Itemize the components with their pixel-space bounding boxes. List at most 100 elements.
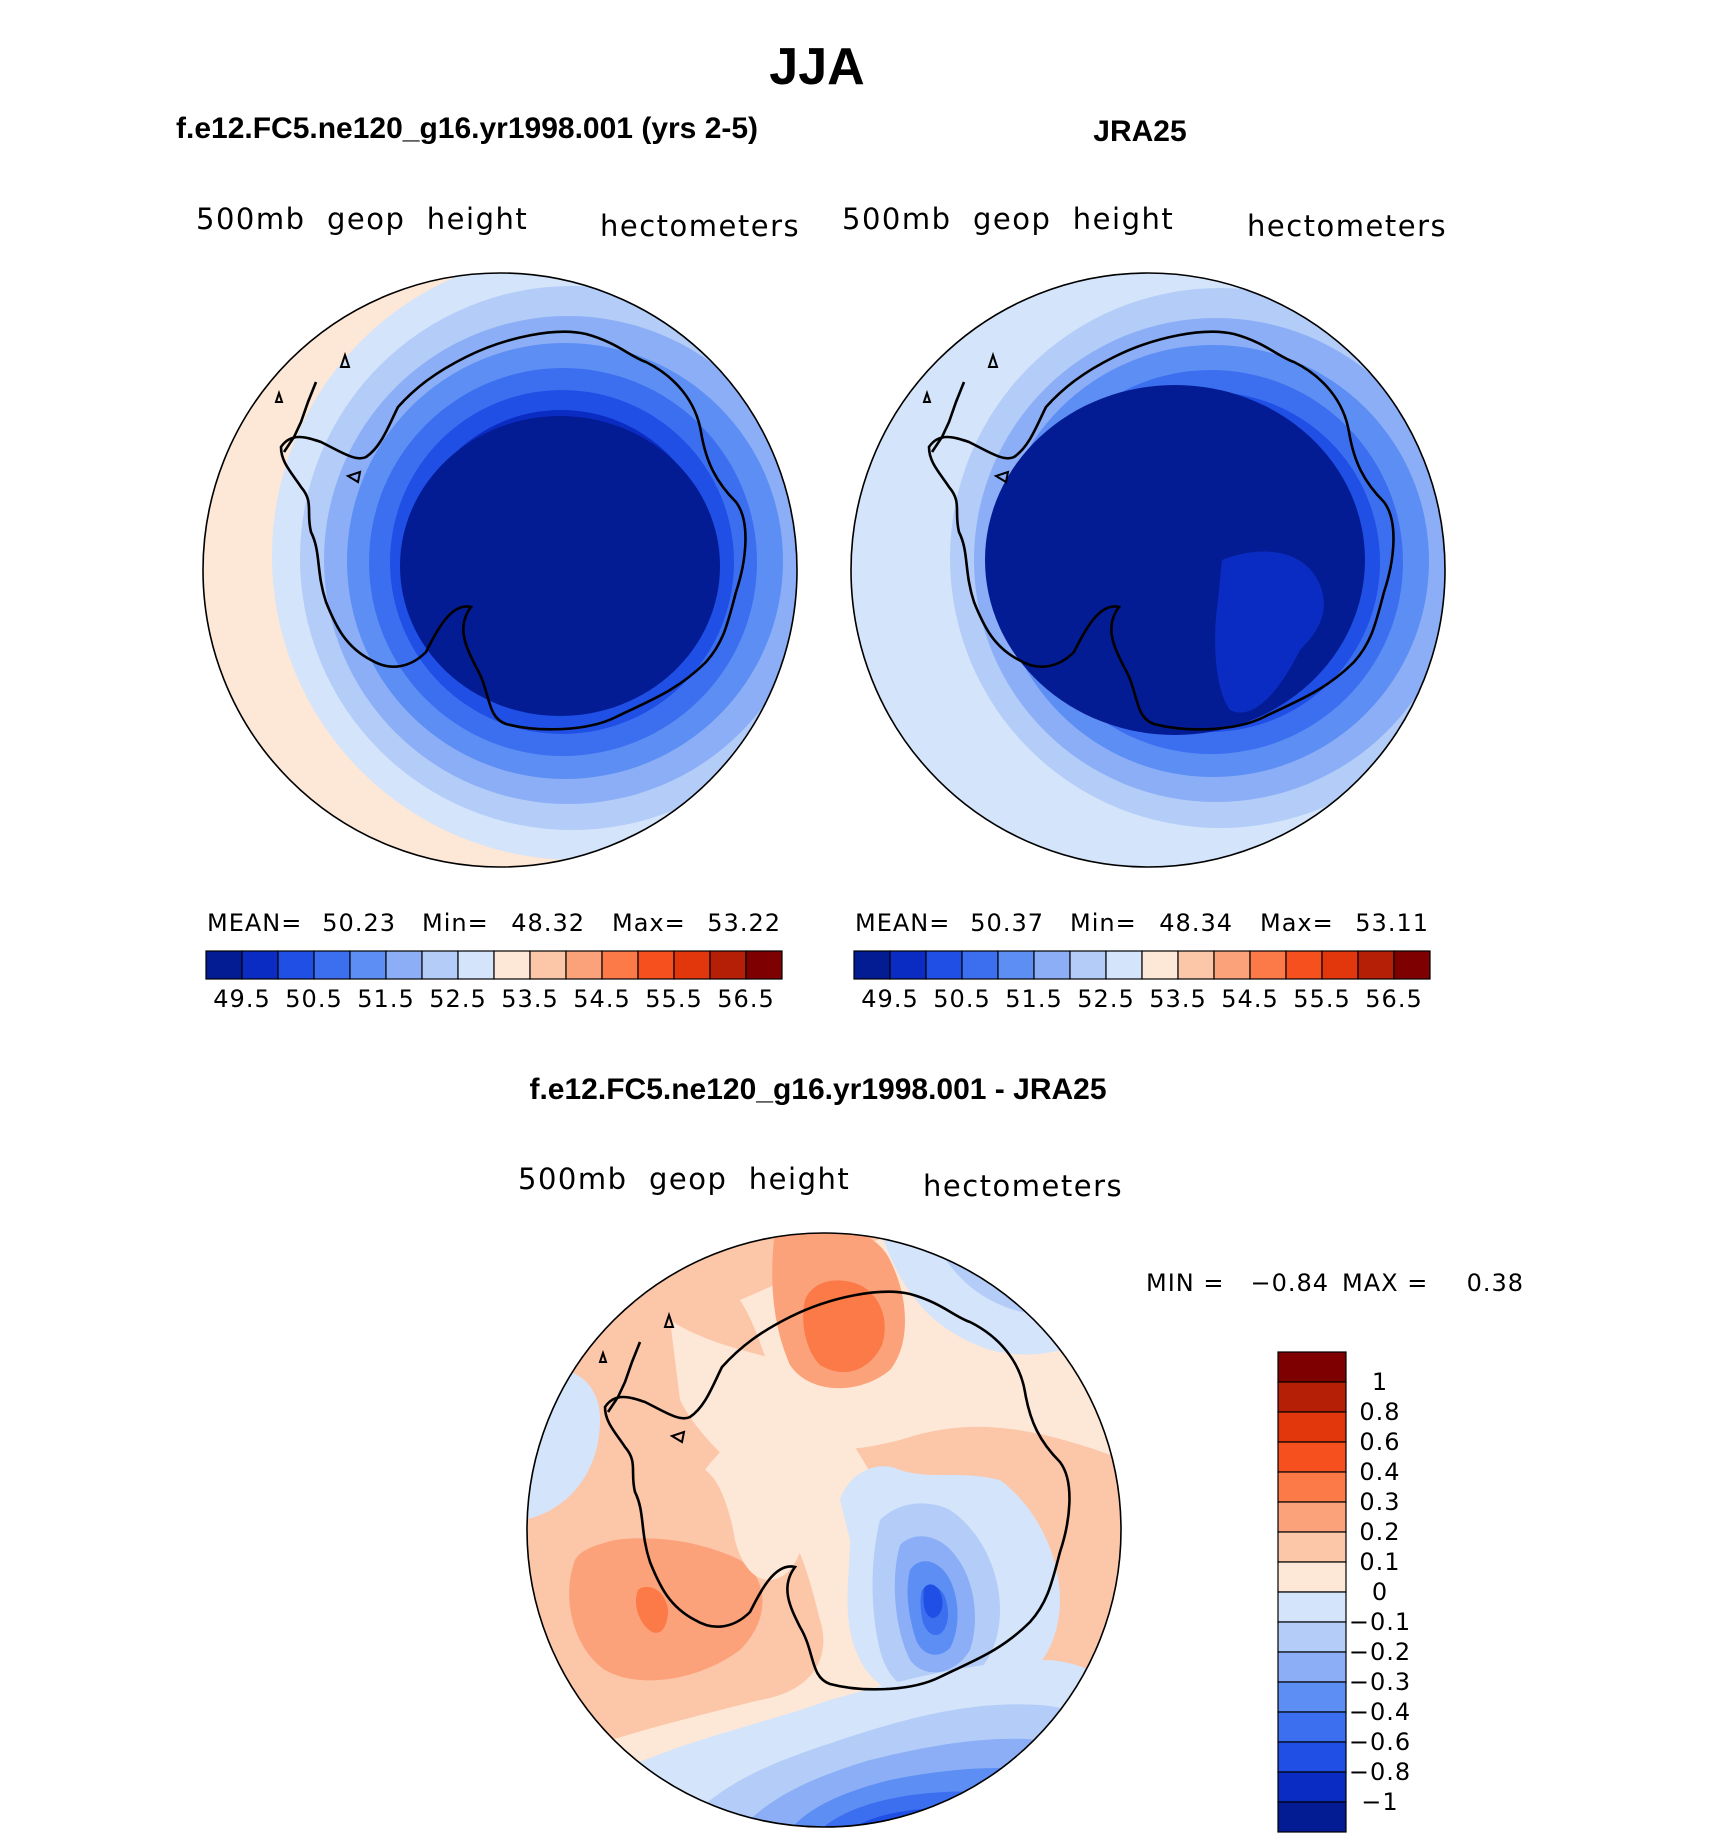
colorbar-box — [1069, 950, 1107, 980]
figure-title: JJA — [769, 38, 864, 96]
colorbar-box — [1277, 1381, 1347, 1413]
colorbar-box — [385, 950, 423, 980]
panel-c-min-value: −0.84 — [1250, 1269, 1329, 1297]
colorbar-tick-label: 52.5 — [1077, 985, 1134, 1013]
colorbar-tick-label: 50.5 — [933, 985, 990, 1013]
colorbar-box — [457, 950, 495, 980]
colorbar-box — [1141, 950, 1179, 980]
colorbar-tick-label: −0.6 — [1349, 1728, 1411, 1756]
colorbar-tick-label: 0.6 — [1359, 1428, 1400, 1456]
colorbar-box — [745, 950, 783, 980]
panel-a-max-label: Max= — [612, 909, 686, 937]
panel-a-variable: 500mb geop height — [196, 202, 528, 236]
panel-a-min-value: 48.32 — [511, 909, 585, 937]
colorbar-tick-label: 0.4 — [1359, 1458, 1400, 1486]
colorbar-box — [1277, 1561, 1347, 1593]
colorbar-tick-label: 54.5 — [573, 985, 630, 1013]
colorbar-tick-label: −0.1 — [1349, 1608, 1411, 1636]
colorbar-box — [1277, 1351, 1347, 1383]
colorbar-box — [709, 950, 747, 980]
colorbar-box — [601, 950, 639, 980]
colorbar-tick-label: −0.8 — [1349, 1758, 1411, 1786]
colorbar-box — [1033, 950, 1071, 980]
panel-c-max-label: MAX = — [1342, 1269, 1428, 1297]
panel-a-mean-value: 50.23 — [322, 909, 396, 937]
colorbar-box — [349, 950, 387, 980]
colorbar-box — [1277, 1801, 1347, 1833]
colorbar-box — [961, 950, 999, 980]
colorbar-box — [1105, 950, 1143, 980]
colorbar-box — [1285, 950, 1323, 980]
colorbar-box — [1277, 1651, 1347, 1683]
panel-b-mean-label: MEAN= — [855, 909, 950, 937]
panel-b-stats: MEAN= 50.37 Min= 48.34 Max= 53.11 — [855, 909, 1429, 937]
colorbar-tick-label: 0.8 — [1359, 1398, 1400, 1426]
panel-b-min-value: 48.34 — [1159, 909, 1233, 937]
colorbar-box — [925, 950, 963, 980]
panel-b-max-label: Max= — [1260, 909, 1334, 937]
colorbar-box — [889, 950, 927, 980]
colorbar-box — [313, 950, 351, 980]
colorbar-box — [529, 950, 567, 980]
panel-a-title: f.e12.FC5.ne120_g16.yr1998.001 (yrs 2-5) — [176, 112, 758, 145]
panel-c-max-value: 0.38 — [1467, 1269, 1524, 1297]
colorbar-box — [277, 950, 315, 980]
panel-c-units: hectometers — [923, 1169, 1123, 1203]
colorbar-box — [1277, 1681, 1347, 1713]
panel-b-variable: 500mb geop height — [842, 202, 1174, 236]
colorbar-box — [493, 950, 531, 980]
colorbar-box — [1277, 1591, 1347, 1623]
colorbar-box — [673, 950, 711, 980]
panel-c-map — [526, 1232, 1122, 1828]
colorbar-tick-label: 1 — [1372, 1368, 1388, 1396]
panel-c-stats: MIN = −0.84 MAX = 0.38 — [1146, 1269, 1524, 1297]
colorbar-box — [853, 950, 891, 980]
colorbar-tick-label: 54.5 — [1221, 985, 1278, 1013]
colorbar-box — [205, 950, 243, 980]
panel-b-units: hectometers — [1247, 209, 1447, 243]
panel-a-units: hectometers — [600, 209, 800, 243]
colorbar-tick-label: 53.5 — [1149, 985, 1206, 1013]
colorbar-tick-label: 53.5 — [501, 985, 558, 1013]
panel-b-map — [850, 272, 1446, 868]
colorbar-tick-label: −0.3 — [1349, 1668, 1411, 1696]
colorbar-box — [1249, 950, 1287, 980]
panel-a-min-label: Min= — [422, 909, 489, 937]
colorbar-tick-label: 52.5 — [429, 985, 486, 1013]
colorbar-box — [1277, 1471, 1347, 1503]
colorbar-box — [1277, 1441, 1347, 1473]
colorbar-box — [637, 950, 675, 980]
colorbar-tick-label: 56.5 — [1365, 985, 1422, 1013]
colorbar-box — [1393, 950, 1431, 980]
colorbar-tick-label: 55.5 — [1293, 985, 1350, 1013]
colorbar-box — [1277, 1501, 1347, 1533]
colorbar-tick-label: −1 — [1361, 1788, 1398, 1816]
colorbar-tick-label: 55.5 — [645, 985, 702, 1013]
panel-b-colorbar: 49.5 50.5 51.5 52.5 53.5 54.5 55.5 56.5 — [853, 950, 1431, 1013]
panel-b-max-value: 53.11 — [1355, 909, 1429, 937]
colorbar-box — [1213, 950, 1251, 980]
panel-c-min-label: MIN = — [1146, 1269, 1224, 1297]
colorbar-box — [1277, 1411, 1347, 1443]
colorbar-box — [1177, 950, 1215, 980]
colorbar-tick-label: 56.5 — [717, 985, 774, 1013]
colorbar-box — [1321, 950, 1359, 980]
panel-b-title: JRA25 — [1093, 115, 1186, 148]
colorbar-tick-label: 49.5 — [213, 985, 270, 1013]
panel-a-mean-label: MEAN= — [207, 909, 302, 937]
colorbar-box — [1277, 1711, 1347, 1743]
colorbar-tick-label: 50.5 — [285, 985, 342, 1013]
panel-c-colorbar: 10.80.60.40.30.20.10−0.1−0.2−0.3−0.4−0.6… — [1277, 1351, 1411, 1833]
colorbar-tick-label: 51.5 — [1005, 985, 1062, 1013]
colorbar-box — [1277, 1771, 1347, 1803]
panel-a-map — [202, 272, 798, 868]
panel-b-min-label: Min= — [1070, 909, 1137, 937]
colorbar-tick-label: 51.5 — [357, 985, 414, 1013]
colorbar-box — [241, 950, 279, 980]
colorbar-tick-label: 0 — [1372, 1578, 1388, 1606]
colorbar-tick-label: 0.1 — [1359, 1548, 1400, 1576]
colorbar-box — [565, 950, 603, 980]
panel-a-stats: MEAN= 50.23 Min= 48.32 Max= 53.22 — [207, 909, 780, 937]
colorbar-box — [1357, 950, 1395, 980]
